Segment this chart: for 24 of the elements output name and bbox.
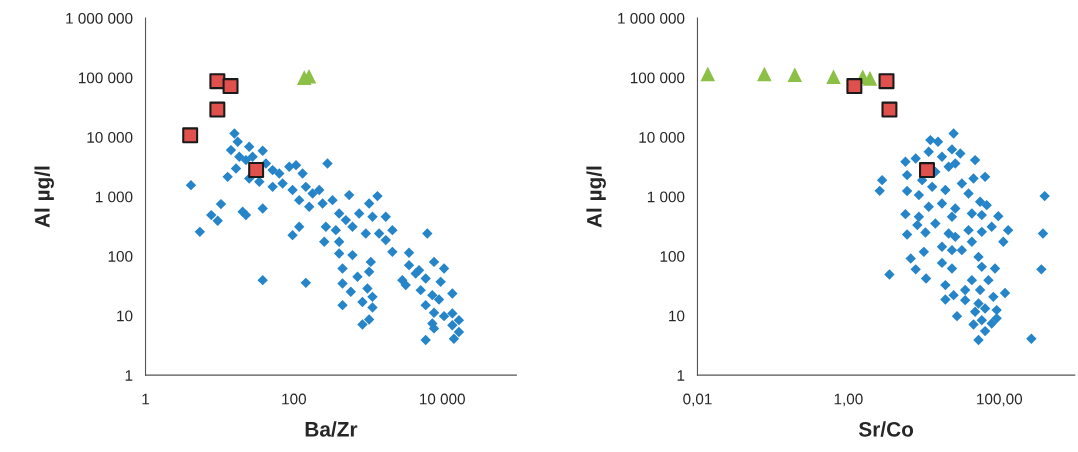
y-tick-label: 1 000 000 xyxy=(66,12,133,24)
y-tick-label: 10 xyxy=(117,310,133,322)
y-tick-label: 1 xyxy=(677,370,685,381)
x-tick-label: 1 xyxy=(142,393,150,405)
y-tick-label: 10 xyxy=(669,310,685,322)
y-tick-label: 1 000 xyxy=(95,191,133,203)
y-tick-label: 100 000 xyxy=(78,72,133,84)
x-tick-label: 100 xyxy=(282,393,307,405)
x-tick-label: 1,00 xyxy=(834,393,863,407)
y-tick-label: 10 000 xyxy=(87,131,133,143)
x-tick-label: 0,01 xyxy=(683,393,712,407)
y-tick-label: 100 000 xyxy=(630,72,685,84)
y-tick-label: 10 000 xyxy=(639,131,685,143)
y-axis-title: Al µg/l xyxy=(586,166,606,228)
y-axis-title: Al µg/l xyxy=(34,166,54,228)
y-tick-label: 1 000 000 xyxy=(618,12,685,24)
x-tick-label: 100,00 xyxy=(977,393,1023,407)
y-tick-label: 1 000 xyxy=(647,191,685,203)
x-axis-title: Ba/Zr xyxy=(305,421,358,437)
y-tick-label: 100 xyxy=(660,251,685,262)
x-tick-label: 10 000 xyxy=(420,393,465,405)
y-tick-label: 100 xyxy=(108,251,133,262)
y-tick-label: 1 xyxy=(125,370,133,381)
x-axis-title: Sr/Co xyxy=(858,421,914,437)
